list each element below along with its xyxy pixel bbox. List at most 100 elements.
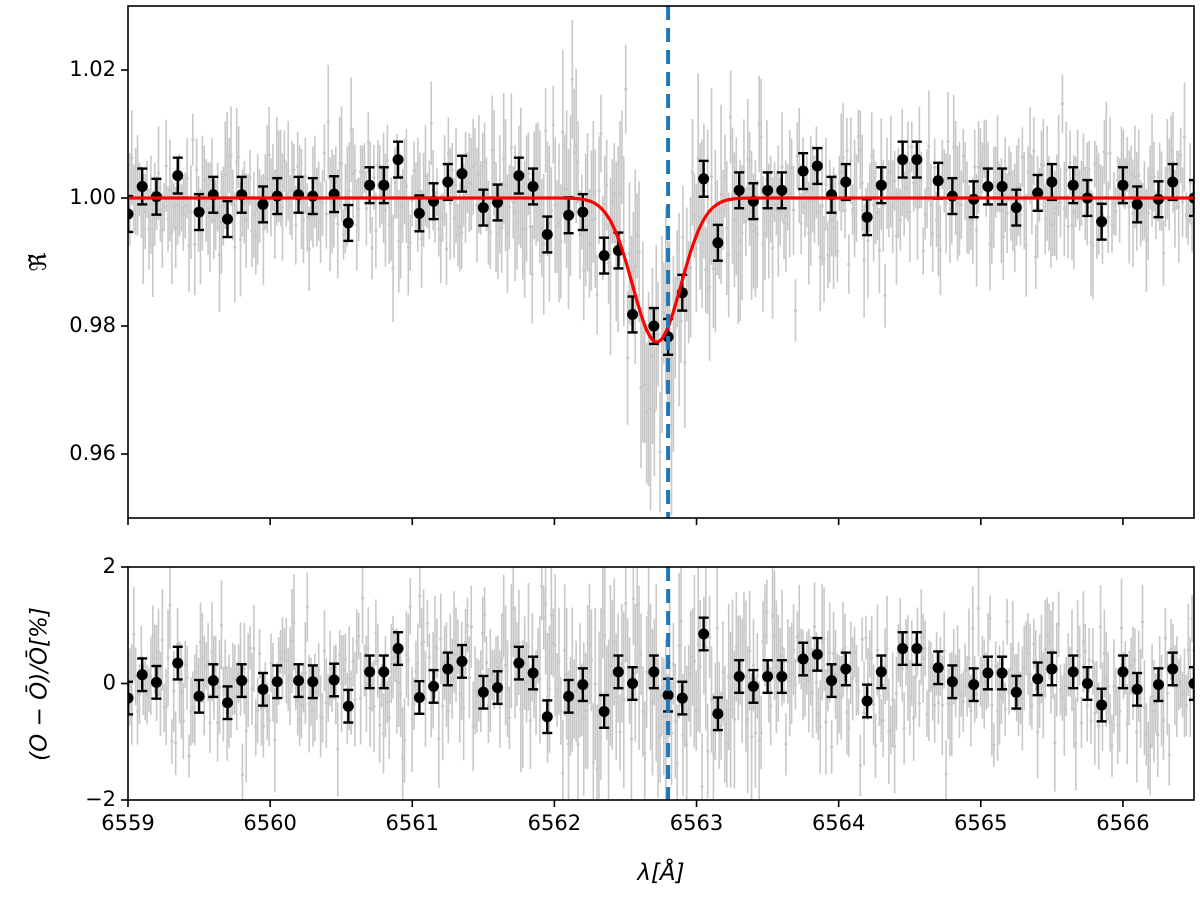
raw-point xyxy=(328,212,332,216)
raw-point xyxy=(788,679,792,684)
raw-point xyxy=(210,650,214,654)
raw-point xyxy=(265,709,269,713)
raw-point xyxy=(488,678,492,683)
x-tick-label: 6560 xyxy=(243,811,296,835)
raw-point xyxy=(294,223,298,227)
raw-point xyxy=(505,232,510,236)
binned-point xyxy=(577,679,589,691)
raw-point xyxy=(1142,705,1147,710)
binned-point xyxy=(527,180,539,192)
raw-point xyxy=(976,606,981,611)
raw-point xyxy=(904,187,908,191)
raw-point xyxy=(742,624,746,628)
raw-point xyxy=(448,202,452,206)
raw-point xyxy=(1179,679,1183,684)
raw-point xyxy=(437,737,441,741)
raw-point xyxy=(990,232,994,237)
raw-point xyxy=(1077,654,1082,658)
raw-point xyxy=(793,308,798,313)
raw-point xyxy=(1030,703,1034,708)
raw-point xyxy=(421,640,426,644)
raw-point xyxy=(1093,711,1097,716)
raw-point xyxy=(1131,211,1135,215)
binned-point xyxy=(293,675,305,687)
raw-point xyxy=(866,238,870,243)
raw-point xyxy=(324,701,328,705)
binned-point xyxy=(826,675,838,687)
raw-point xyxy=(605,690,609,695)
raw-point xyxy=(177,680,182,684)
raw-point xyxy=(1045,633,1049,637)
raw-point xyxy=(921,249,925,253)
raw-point xyxy=(898,218,902,222)
raw-point xyxy=(1005,620,1009,624)
raw-point xyxy=(193,242,197,246)
y-tick-label: 2 xyxy=(103,554,116,578)
raw-point xyxy=(1009,667,1013,671)
raw-point xyxy=(877,248,881,253)
raw-point xyxy=(711,752,716,756)
raw-point xyxy=(1150,168,1154,172)
raw-point xyxy=(770,246,775,250)
raw-point xyxy=(408,241,412,245)
raw-point xyxy=(677,644,681,648)
binned-point xyxy=(897,154,909,166)
raw-point xyxy=(624,87,628,91)
raw-point xyxy=(784,214,788,218)
raw-point xyxy=(786,659,790,663)
raw-point xyxy=(889,728,893,732)
raw-point xyxy=(1135,730,1139,734)
raw-point xyxy=(254,725,258,730)
binned-point xyxy=(840,663,852,675)
raw-point xyxy=(360,596,365,600)
raw-point xyxy=(410,717,414,722)
raw-point xyxy=(219,623,224,627)
raw-point xyxy=(931,685,935,689)
raw-point xyxy=(237,672,241,676)
raw-point xyxy=(650,354,655,358)
raw-point xyxy=(849,159,853,163)
raw-point xyxy=(793,682,798,686)
raw-point xyxy=(383,208,388,212)
raw-point xyxy=(994,664,998,668)
raw-point xyxy=(252,646,256,650)
raw-point xyxy=(263,190,267,194)
raw-point xyxy=(1169,149,1173,153)
raw-point xyxy=(551,641,555,645)
raw-point xyxy=(278,650,283,654)
raw-point xyxy=(322,151,327,155)
raw-point xyxy=(952,145,956,149)
raw-point xyxy=(875,211,880,215)
raw-point xyxy=(341,232,346,237)
raw-point xyxy=(1154,701,1158,705)
raw-point xyxy=(1116,723,1120,727)
raw-point xyxy=(738,238,742,242)
raw-point xyxy=(561,130,565,134)
raw-point xyxy=(231,203,235,207)
raw-point xyxy=(1184,703,1188,707)
raw-point xyxy=(599,131,603,136)
raw-point xyxy=(709,174,714,179)
raw-point xyxy=(1186,218,1190,222)
raw-point xyxy=(162,205,166,209)
raw-point xyxy=(393,181,397,185)
binned-point xyxy=(150,676,162,688)
raw-point xyxy=(626,658,630,662)
raw-point xyxy=(328,666,332,671)
raw-point xyxy=(452,640,456,644)
raw-point xyxy=(650,700,655,704)
raw-point xyxy=(896,191,901,195)
raw-point xyxy=(635,233,639,238)
raw-point xyxy=(1058,200,1063,205)
raw-point xyxy=(471,724,475,729)
binned-point xyxy=(221,213,233,225)
raw-point xyxy=(368,706,372,710)
raw-point xyxy=(576,742,580,747)
binned-point xyxy=(577,206,589,218)
raw-point xyxy=(942,648,946,653)
raw-point xyxy=(933,703,937,707)
raw-point xyxy=(364,206,368,211)
raw-point xyxy=(847,726,851,730)
raw-point xyxy=(372,175,376,180)
raw-point xyxy=(292,168,296,172)
